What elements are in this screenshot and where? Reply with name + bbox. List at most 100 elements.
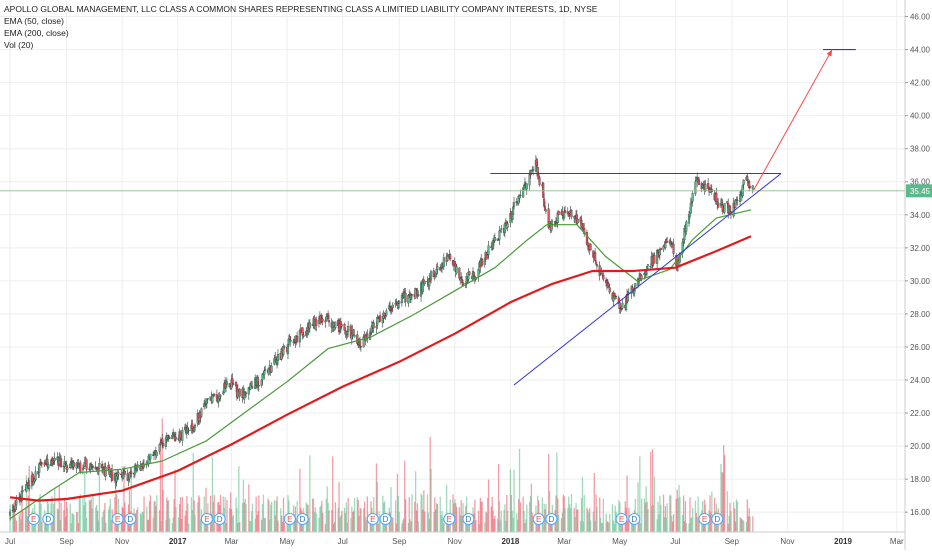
candle-body [506,223,509,228]
candle-body [442,257,445,267]
volume-bar [752,516,754,532]
volume-bar [436,504,439,532]
volume-bar [531,512,533,532]
volume-bar [153,501,155,532]
volume-bar [65,516,67,532]
volume-bar [198,497,201,532]
volume-bar [26,516,29,532]
volume-bar [245,503,247,532]
volume-bar [702,522,705,532]
volume-bar [96,510,99,532]
legend-ema200[interactable]: EMA (200, close) [4,28,69,38]
y-tick-label: 44.00 [910,46,931,55]
volume-bar [414,501,416,532]
volume-bar [238,466,240,532]
legend-ema50[interactable]: EMA (50, close) [4,16,64,26]
volume-bar [250,521,252,532]
volume-bar [675,498,677,532]
candle-body [168,437,171,439]
volume-bar [434,497,436,532]
dividend-marker-label: D [466,515,472,524]
candle-body [104,466,107,477]
x-tick-label: Mar [557,537,571,546]
volume-bar [484,522,486,532]
volume-bar [213,495,215,532]
candle-body [738,194,742,203]
x-tick-label: Jul [670,537,680,546]
volume-bar [516,513,518,532]
volume-bar [612,520,615,532]
volume-bar [352,512,354,532]
y-tick-label: 46.00 [910,13,931,22]
volume-bar [209,495,212,532]
volume-bar [174,469,176,532]
volume-bar [378,511,380,532]
volume-bar [710,512,712,532]
volume-bar [671,521,674,532]
dividend-marker-label: D [217,515,223,524]
candle-body [40,462,43,464]
candle-body [353,335,356,338]
volume-bar [156,495,158,532]
volume-bar [363,501,366,532]
volume-bar [658,514,660,532]
volume-bar [20,519,22,532]
volume-bar [497,518,499,532]
volume-bar [664,506,667,532]
earnings-marker [111,513,124,525]
volume-bar [561,512,564,532]
volume-bar [587,509,589,532]
candle-body [564,210,567,213]
volume-bar [95,507,97,532]
volume-bar [295,518,297,532]
volume-bar [257,511,259,532]
y-tick-label: 30.00 [910,277,931,286]
dividend-marker-label: D [548,515,554,524]
candle-body [308,322,311,329]
legend-volume[interactable]: Vol (20) [4,40,34,50]
volume-bar [205,487,207,532]
volume-bar [37,523,39,532]
volume-bar [682,495,685,532]
volume-bar [570,494,573,532]
volume-bar [510,495,512,532]
volume-bar [229,508,231,532]
y-tick-label: 42.00 [910,79,931,88]
volume-bar [98,466,101,532]
candle-body [359,346,362,348]
volume-bar [172,517,174,532]
volume-bar [365,520,368,532]
volume-bar [187,503,189,532]
volume-bar [452,494,454,532]
candle-body [238,388,241,397]
volume-bar [479,497,481,532]
earnings-marker-label: E [536,515,541,524]
volume-bar [230,508,233,532]
volume-bar [225,522,227,532]
volume-bar [569,508,572,532]
volume-bar [620,518,622,532]
volume-bar [313,511,316,532]
volume-bar [741,519,743,532]
volume-bar [312,498,314,532]
candle-body [659,247,662,251]
candle-body [615,295,618,298]
volume-bar [720,464,722,532]
candle-body [21,490,24,492]
volume-bar [526,504,528,532]
volume-bar [194,515,196,532]
volume-bar [314,507,317,532]
volume-bar [78,497,80,532]
candle-body [410,294,413,296]
volume-bar [211,457,214,532]
volume-bar [281,521,284,532]
volume-bar [544,509,546,532]
candle-body [81,468,84,471]
candle-body [174,436,177,440]
volume-bar [346,522,348,532]
volume-bar [728,516,730,532]
volume-bar [567,508,569,532]
volume-bar [742,520,744,532]
volume-bar [263,517,266,532]
volume-bar [243,502,245,532]
